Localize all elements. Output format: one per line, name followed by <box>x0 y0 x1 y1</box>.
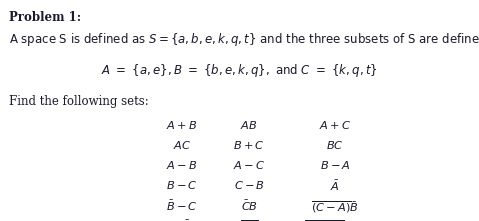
Text: $B-C$: $B-C$ <box>166 179 198 191</box>
Text: $AC$: $AC$ <box>173 139 191 151</box>
Text: $B-A$: $B-A$ <box>320 159 351 171</box>
Text: $A \ = \ \{a, e\}, B \ = \ \{b, e, k, q\},\ \mathrm{and}\ C \ = \ \{k, q, t\}$: $A \ = \ \{a, e\}, B \ = \ \{b, e, k, q\… <box>101 62 378 79</box>
Text: $\bar{C}B$: $\bar{C}B$ <box>240 199 258 213</box>
Text: $A-C$: $A-C$ <box>233 159 265 171</box>
Text: $A-B$: $A-B$ <box>166 159 198 171</box>
Text: $\bar{B}-C$: $\bar{B}-C$ <box>166 199 198 213</box>
Text: $A+B$: $A+B$ <box>166 119 198 131</box>
Text: $C-B$: $C-B$ <box>234 179 264 191</box>
Text: $\overline{AB}$: $\overline{AB}$ <box>240 219 258 221</box>
Text: A space S is defined as $S = \{a, b, e, k, q, t\}$ and the three subsets of S ar: A space S is defined as $S = \{a, b, e, … <box>9 31 479 48</box>
Text: $BC$: $BC$ <box>327 139 344 151</box>
Text: $B\bar{A}$: $B\bar{A}$ <box>173 219 191 221</box>
Text: $B+C$: $B+C$ <box>233 139 265 151</box>
Text: Find the following sets:: Find the following sets: <box>9 95 148 108</box>
Text: $\bar{A}$: $\bar{A}$ <box>331 179 340 193</box>
Text: Problem 1:: Problem 1: <box>9 11 81 24</box>
Text: $AB$: $AB$ <box>240 119 258 131</box>
Text: $\overline{(C-A)}\bar{B}$: $\overline{(C-A)}\bar{B}$ <box>311 199 359 215</box>
Text: $\overline{(A-B)}+C$: $\overline{(A-B)}+C$ <box>304 219 366 221</box>
Text: $A+C$: $A+C$ <box>319 119 352 131</box>
